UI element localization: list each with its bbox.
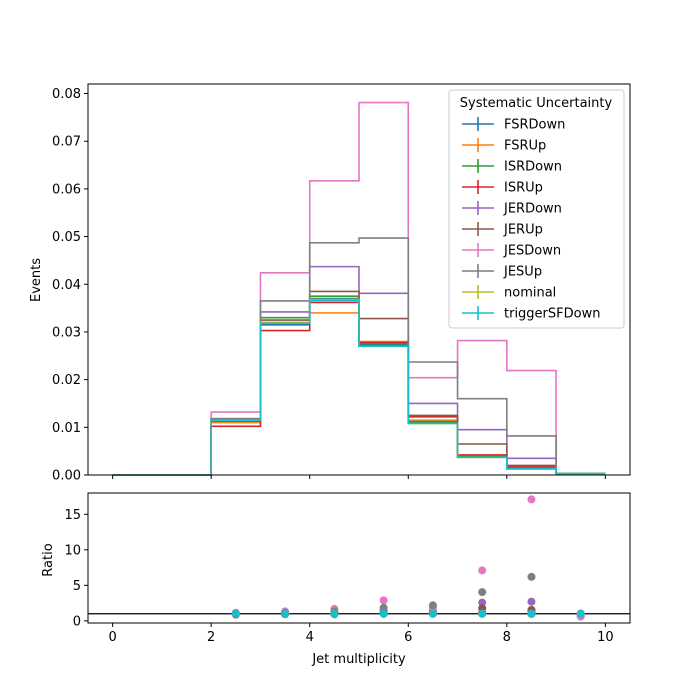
legend-label: JERDown <box>503 202 562 217</box>
x-tick-label: 8 <box>503 630 511 645</box>
legend-box <box>448 89 625 329</box>
ratio-points-group <box>231 495 585 621</box>
main-plot-frame <box>87 83 631 476</box>
step-series-JESUp <box>112 237 606 476</box>
main-y-axis-label: Events <box>29 258 44 302</box>
ratio-point-triggerSFDown <box>281 609 290 618</box>
ratio-y-ticks: 0 5 10 15 <box>64 508 88 629</box>
legend-label: FSRDown <box>504 118 565 133</box>
step-series-triggerSFDown <box>112 299 606 476</box>
legend-label: ISRDown <box>504 160 562 175</box>
legend-label: FSRUp <box>504 139 546 154</box>
ratio-plot-area <box>88 493 630 623</box>
x-tick-label: 0 <box>108 630 116 645</box>
main-panel: 0.00 0.01 0.02 0.03 0.04 0.05 0.06 0.07 0.08 Eve… <box>29 83 631 484</box>
main-x-ticks <box>112 475 606 479</box>
ratio-point-JESDown <box>527 495 536 504</box>
ratio-point-JESDown <box>478 566 487 575</box>
x-tick-label: 10 <box>597 630 614 645</box>
legend-item-ISRDown: ISRDown <box>462 159 562 175</box>
legend-label: triggerSFDown <box>504 307 600 322</box>
legend-label: JESDown <box>503 244 561 259</box>
legend-item-JERUp: JERUp <box>462 222 543 238</box>
ratio-point-JESUp <box>527 572 536 581</box>
main-y-tick-label: 0.02 <box>52 373 81 388</box>
ratio-point-JESUp <box>428 601 437 610</box>
ratio-point-triggerSFDown <box>379 609 388 618</box>
legend-label: JERUp <box>503 223 543 238</box>
main-series-group <box>112 101 606 476</box>
legend-item-FSRDown: FSRDown <box>462 117 565 133</box>
legend-label: ISRUp <box>504 181 543 196</box>
main-y-tick-label: 0.00 <box>52 469 81 484</box>
ratio-y-tick-label: 5 <box>73 579 81 594</box>
ratio-panel: 0 5 10 15 0 2 4 6 8 10 Ratio Jet multiplicity <box>41 492 631 667</box>
ratio-point-JESDown <box>379 596 388 605</box>
ratio-point-triggerSFDown <box>478 609 487 618</box>
ratio-point-JESUp <box>379 603 388 612</box>
ratio-point-JERDown <box>527 597 536 606</box>
main-y-tick-label: 0.08 <box>52 87 81 102</box>
x-tick-label: 2 <box>207 630 215 645</box>
x-tick-label: 4 <box>306 630 314 645</box>
step-series-JESDown <box>112 101 606 476</box>
ratio-x-ticks: 0 2 4 6 8 10 <box>108 623 614 645</box>
main-y-tick-label: 0.07 <box>52 135 81 150</box>
ratio-point-JERDown <box>478 598 487 607</box>
legend: Systematic Uncertainty FSRDown FSRUp ISRDo… <box>448 89 625 329</box>
main-y-tick-label: 0.03 <box>52 325 81 340</box>
ratio-y-tick-label: 0 <box>73 614 81 629</box>
legend-label: JESUp <box>503 265 542 280</box>
legend-item-ISRUp: ISRUp <box>462 180 543 196</box>
legend-label: nominal <box>504 286 556 301</box>
ratio-y-axis-label: Ratio <box>41 543 56 576</box>
main-y-tick-label: 0.05 <box>52 230 81 245</box>
x-axis-label: Jet multiplicity <box>311 652 406 667</box>
legend-item-FSRUp: FSRUp <box>462 138 546 154</box>
ratio-point-triggerSFDown <box>576 609 585 618</box>
legend-item-JESUp: JESUp <box>462 264 542 280</box>
legend-items: FSRDown FSRUp ISRDown ISRUp JERDown JERUp JESD… <box>462 117 600 322</box>
legend-item-triggerSFDown: triggerSFDown <box>462 306 600 322</box>
ratio-y-tick-label: 10 <box>64 543 81 558</box>
ratio-plot-frame <box>87 492 631 624</box>
legend-item-nominal: nominal <box>462 285 556 301</box>
legend-title: Systematic Uncertainty <box>460 96 613 111</box>
ratio-point-triggerSFDown <box>527 609 536 618</box>
ratio-y-tick-label: 15 <box>64 508 81 523</box>
main-y-ticks: 0.00 0.01 0.02 0.03 0.04 0.05 0.06 0.07 0.08 <box>52 87 88 484</box>
main-y-tick-label: 0.01 <box>52 421 81 436</box>
ratio-point-JESUp <box>478 588 487 597</box>
main-y-tick-label: 0.06 <box>52 182 81 197</box>
main-y-tick-label: 0.04 <box>52 278 81 293</box>
legend-item-JERDown: JERDown <box>462 201 562 217</box>
x-tick-label: 6 <box>404 630 412 645</box>
legend-item-JESDown: JESDown <box>462 243 561 259</box>
ratio-point-triggerSFDown <box>330 609 339 618</box>
ratio-point-triggerSFDown <box>428 609 437 618</box>
ratio-point-triggerSFDown <box>231 609 240 618</box>
